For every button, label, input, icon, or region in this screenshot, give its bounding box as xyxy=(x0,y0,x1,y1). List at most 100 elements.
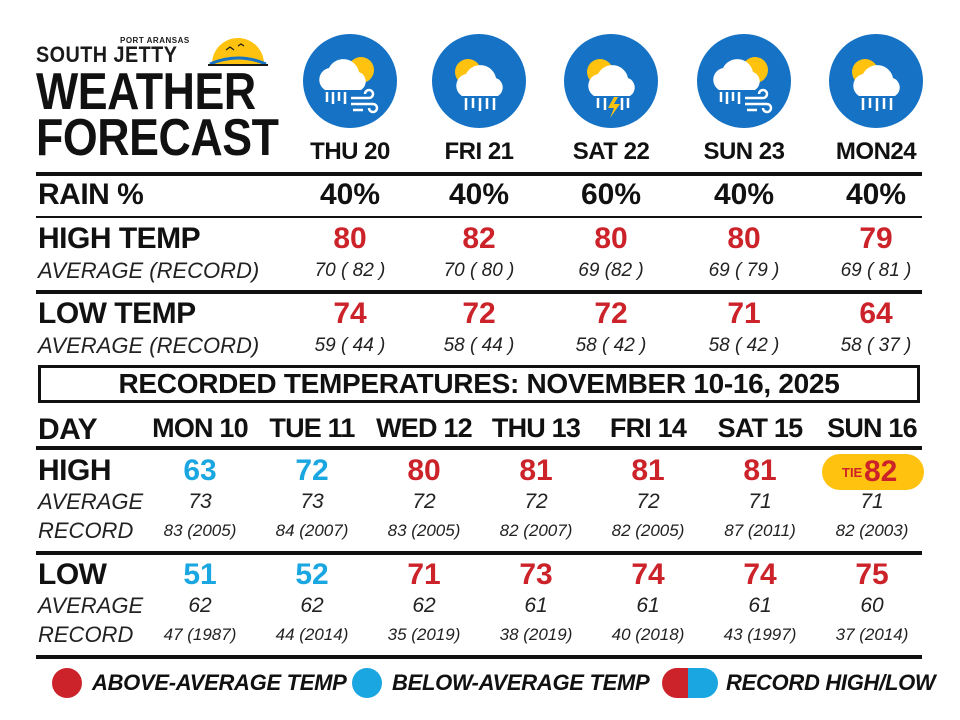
low-avg-record-value: 59 ( 44 ) xyxy=(314,335,386,356)
recorded-high-record-value: 83 (2005) xyxy=(387,521,461,540)
divider xyxy=(36,446,922,450)
title-weather: WEATHER xyxy=(36,63,256,121)
high-temp-value: 79 xyxy=(859,222,893,255)
recorded-low-value: 71 xyxy=(407,558,441,591)
high-temp-value: 80 xyxy=(594,222,628,255)
sun-cloud-rain-icon xyxy=(432,34,526,128)
recorded-high-value: 81 xyxy=(743,454,777,487)
below-average-swatch xyxy=(352,668,382,698)
legend-above-label: ABOVE-AVERAGE TEMP xyxy=(92,670,347,695)
low-temp-value: 71 xyxy=(727,297,761,330)
recorded-high-average-value: 72 xyxy=(412,490,436,513)
recorded-day-label: MON 10 xyxy=(152,413,249,443)
high-temp-label: HIGH TEMP xyxy=(38,222,201,255)
divider xyxy=(36,655,922,659)
recorded-day-label: TUE 11 xyxy=(269,413,355,443)
high-temp-value: 80 xyxy=(333,222,367,255)
rain-value: 60% xyxy=(580,178,642,211)
recorded-high-record-value: 87 (2011) xyxy=(724,521,796,540)
recorded-high-average-value: 73 xyxy=(300,490,324,513)
recorded-low-average-value: 61 xyxy=(636,594,660,617)
recorded-high-value: 72 xyxy=(295,454,329,487)
recorded-low-average-value: 61 xyxy=(748,594,772,617)
low-temp-value: 72 xyxy=(462,297,496,330)
recorded-high-value: 81 xyxy=(519,454,553,487)
forecast-day-label: MON24 xyxy=(835,138,917,165)
logo-port-text: PORT ARANSAS xyxy=(120,36,190,45)
recorded-low-record-value: 38 (2019) xyxy=(499,625,573,644)
recorded-high-average-value: 72 xyxy=(524,490,548,513)
recorded-low-record-label: RECORD xyxy=(38,622,134,647)
rain-value: 40% xyxy=(713,178,775,211)
high-temp-value: 80 xyxy=(727,222,761,255)
high-avg-record-value: 69 ( 81 ) xyxy=(840,260,912,281)
low-temp-value: 72 xyxy=(594,297,628,330)
recorded-low-average-value: 62 xyxy=(412,594,436,617)
sun-cloud-rain-icon xyxy=(829,34,923,128)
rain-label: RAIN % xyxy=(38,178,144,211)
recorded-day-label: SAT 15 xyxy=(717,413,804,443)
logo-sunset-icon xyxy=(208,38,268,66)
record-tie-badge: TIE 82 xyxy=(822,454,924,490)
high-temp-value: 82 xyxy=(462,222,496,255)
recorded-high-record-value: 82 (2007) xyxy=(499,521,573,540)
recorded-low-average-value: 62 xyxy=(188,594,212,617)
rain-value: 40% xyxy=(448,178,510,211)
recorded-low-value: 73 xyxy=(519,558,553,591)
low-avg-record-value: 58 ( 42 ) xyxy=(575,335,647,356)
divider xyxy=(36,172,922,176)
recorded-low-value: 75 xyxy=(855,558,889,591)
low-avg-record-value: 58 ( 44 ) xyxy=(443,335,515,356)
recorded-high-record-label: RECORD xyxy=(38,518,134,543)
recorded-high-record-value: 83 (2005) xyxy=(163,521,237,540)
above-average-swatch xyxy=(52,668,82,698)
recorded-low-record-value: 43 (1997) xyxy=(723,625,797,644)
recorded-day-label: FRI 14 xyxy=(609,413,687,443)
recorded-day-label: WED 12 xyxy=(376,413,473,443)
recorded-low-average-value: 62 xyxy=(300,594,324,617)
sun-cloud-thunderstorm-icon xyxy=(564,34,658,128)
low-temp-value: 64 xyxy=(859,297,893,330)
record-high-low-swatch xyxy=(662,668,718,698)
low-temp-label: LOW TEMP xyxy=(38,297,196,330)
recorded-high-value: 82 xyxy=(864,455,898,488)
rain-wind-sun-icon xyxy=(697,34,791,128)
south-jetty-logo: PORT ARANSAS SOUTH JETTY xyxy=(36,36,268,67)
recorded-high-label: HIGH xyxy=(38,454,112,487)
recorded-low-value: 74 xyxy=(631,558,665,591)
recorded-low-average-value: 60 xyxy=(860,594,884,617)
recorded-low-record-value: 35 (2019) xyxy=(387,625,461,644)
low-avg-record-value: 58 ( 37 ) xyxy=(840,335,912,356)
recorded-low-label: LOW xyxy=(38,558,107,591)
forecast-day-label: SAT 22 xyxy=(572,138,650,165)
forecast-day-label: SUN 23 xyxy=(703,138,785,165)
recorded-low-record-value: 40 (2018) xyxy=(611,625,685,644)
recorded-low-average-label: AVERAGE xyxy=(38,593,144,618)
recorded-high-average-value: 71 xyxy=(748,490,772,513)
recorded-low-value: 74 xyxy=(743,558,777,591)
recorded-high-value: 63 xyxy=(183,454,217,487)
recorded-low-average-value: 61 xyxy=(524,594,548,617)
recorded-high-average-value: 71 xyxy=(860,490,884,513)
recorded-low-record-value: 37 (2014) xyxy=(835,625,909,644)
recorded-day-label: SUN 16 xyxy=(827,413,918,443)
high-avg-record-value: 69 (82 ) xyxy=(578,260,644,281)
recorded-high-average-value: 72 xyxy=(636,490,660,513)
high-avg-record-value: 69 ( 79 ) xyxy=(708,260,780,281)
recorded-day-label: THU 13 xyxy=(491,413,581,443)
legend-below-label: BELOW-AVERAGE TEMP xyxy=(392,670,650,695)
legend-record-label: RECORD HIGH/LOW xyxy=(726,670,936,695)
recorded-high-value: 81 xyxy=(631,454,665,487)
divider xyxy=(36,290,922,294)
recorded-high-value: 80 xyxy=(407,454,441,487)
rain-wind-sun-icon xyxy=(303,34,397,128)
divider xyxy=(36,551,922,555)
low-temp-value: 74 xyxy=(333,297,367,330)
low-avg-record-label: AVERAGE (RECORD) xyxy=(38,333,260,358)
tie-label: TIE xyxy=(842,465,863,480)
recorded-temperatures-banner: RECORDED TEMPERATURES: NOVEMBER 10-16, 2… xyxy=(38,365,920,403)
forecast-day-label: FRI 21 xyxy=(444,138,514,165)
rain-value: 40% xyxy=(845,178,907,211)
title-forecast: FORECAST xyxy=(36,109,279,167)
recorded-low-record-value: 47 (1987) xyxy=(163,625,237,644)
